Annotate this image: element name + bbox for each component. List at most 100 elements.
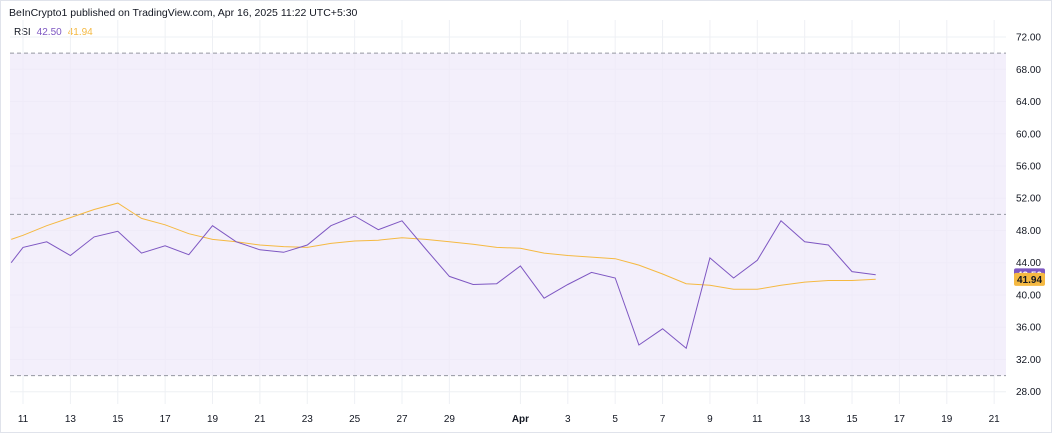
data-point-rsi xyxy=(780,219,783,222)
x-tick-label: 21 xyxy=(254,414,266,425)
data-point-ma xyxy=(401,236,404,239)
data-point-ma xyxy=(472,243,475,246)
indicator-name: RSI xyxy=(14,27,31,38)
y-tick-label: 40.00 xyxy=(1016,290,1041,301)
data-point-rsi xyxy=(22,246,25,249)
data-point-rsi xyxy=(637,344,640,347)
data-point-ma xyxy=(69,216,72,219)
data-point-rsi xyxy=(685,347,688,350)
data-point-rsi xyxy=(472,283,475,286)
data-point-ma xyxy=(235,240,238,243)
data-point-ma xyxy=(187,232,190,235)
x-tick-label: 11 xyxy=(18,414,29,425)
data-point-ma xyxy=(211,238,214,241)
data-point-ma xyxy=(329,242,332,245)
y-tick-label: 48.00 xyxy=(1016,226,1041,237)
data-point-ma xyxy=(306,246,309,249)
data-point-ma xyxy=(566,254,569,257)
data-point-ma xyxy=(637,264,640,267)
data-point-rsi xyxy=(827,244,830,247)
data-point-ma xyxy=(164,223,167,226)
data-point-rsi xyxy=(803,240,806,243)
rsi-legend-value: 42.50 xyxy=(36,27,62,38)
data-point-ma xyxy=(93,208,96,211)
series-line-ma xyxy=(11,202,876,290)
y-axis: 28.00 32.00 36.00 40.00 44.00 48.00 52.00 56.00… xyxy=(1016,33,1041,399)
data-point-ma xyxy=(685,282,688,285)
x-tick-label: 23 xyxy=(302,414,314,425)
data-point-ma xyxy=(22,234,25,237)
data-point-ma xyxy=(803,281,806,284)
data-point-ma xyxy=(140,217,143,220)
y-tick-label: 64.00 xyxy=(1016,97,1041,108)
ma-legend-value: 41.94 xyxy=(67,27,93,38)
x-tick-label: 25 xyxy=(349,414,361,425)
y-tick-label: 68.00 xyxy=(1016,65,1041,76)
data-point-rsi xyxy=(10,261,13,264)
data-point-rsi xyxy=(708,256,711,259)
indicator-legend[interactable]: RSI 42.50 41.94 xyxy=(14,27,93,38)
data-point-rsi xyxy=(424,248,427,251)
data-point-rsi xyxy=(874,273,877,276)
data-point-rsi xyxy=(282,251,285,254)
data-point-rsi xyxy=(756,259,759,262)
data-point-rsi xyxy=(377,228,380,231)
y-tick-label: 52.00 xyxy=(1016,194,1041,205)
data-point-ma xyxy=(708,284,711,287)
data-point-rsi xyxy=(258,248,261,251)
data-point-ma xyxy=(780,284,783,287)
x-tick-label: 3 xyxy=(565,414,571,425)
x-tick-label: 13 xyxy=(65,414,77,425)
data-point-rsi xyxy=(329,224,332,227)
data-point-ma xyxy=(851,279,854,282)
x-tick-label: 17 xyxy=(160,414,172,425)
x-axis: 11 13 15 17 19 21 23 25 27 29 Apr 3 5 7 9 11 13 15 17 19 21 xyxy=(18,414,1000,425)
data-point-ma xyxy=(519,247,522,250)
x-tick-label: 13 xyxy=(799,414,811,425)
data-point-ma xyxy=(756,288,759,291)
x-tick-label: 21 xyxy=(989,414,1001,425)
svg-text:41.94: 41.94 xyxy=(1017,275,1042,286)
x-tick-label: 19 xyxy=(207,414,219,425)
data-point-rsi xyxy=(448,275,451,278)
x-tick-label: 29 xyxy=(444,414,456,425)
data-point-rsi xyxy=(566,283,569,286)
data-point-ma xyxy=(661,273,664,276)
published-attribution: BeInCrypto1 published on TradingView.com… xyxy=(9,7,358,19)
data-point-rsi xyxy=(519,265,522,268)
y-tick-label: 56.00 xyxy=(1016,161,1041,172)
y-tick-label: 60.00 xyxy=(1016,129,1041,140)
data-point-ma xyxy=(424,238,427,241)
x-tick-label: Apr xyxy=(512,414,529,425)
data-point-rsi xyxy=(187,253,190,256)
data-point-rsi xyxy=(211,224,214,227)
data-point-ma xyxy=(827,279,830,282)
x-tick-label: 5 xyxy=(612,414,618,425)
x-tick-label: 17 xyxy=(894,414,906,425)
data-point-ma xyxy=(495,246,498,249)
data-point-ma xyxy=(732,288,735,291)
data-point-rsi xyxy=(543,297,546,300)
data-point-ma xyxy=(353,240,356,243)
data-point-ma xyxy=(590,256,593,259)
data-point-rsi xyxy=(851,270,854,273)
data-point-ma xyxy=(543,252,546,255)
series-line-rsi xyxy=(10,215,876,350)
y-tick-label: 36.00 xyxy=(1016,323,1041,334)
data-point-ma xyxy=(45,224,48,227)
data-point-ma xyxy=(282,245,285,248)
data-point-rsi xyxy=(614,277,617,280)
data-point-ma xyxy=(258,244,261,247)
data-point-ma xyxy=(377,239,380,242)
data-point-rsi xyxy=(401,219,404,222)
data-point-ma xyxy=(10,238,13,241)
x-tick-label: 7 xyxy=(660,414,666,425)
data-point-rsi xyxy=(661,327,664,330)
data-point-ma xyxy=(116,202,119,205)
data-point-rsi xyxy=(45,240,48,243)
data-point-rsi xyxy=(590,271,593,274)
y-tick-label: 72.00 xyxy=(1016,33,1041,44)
